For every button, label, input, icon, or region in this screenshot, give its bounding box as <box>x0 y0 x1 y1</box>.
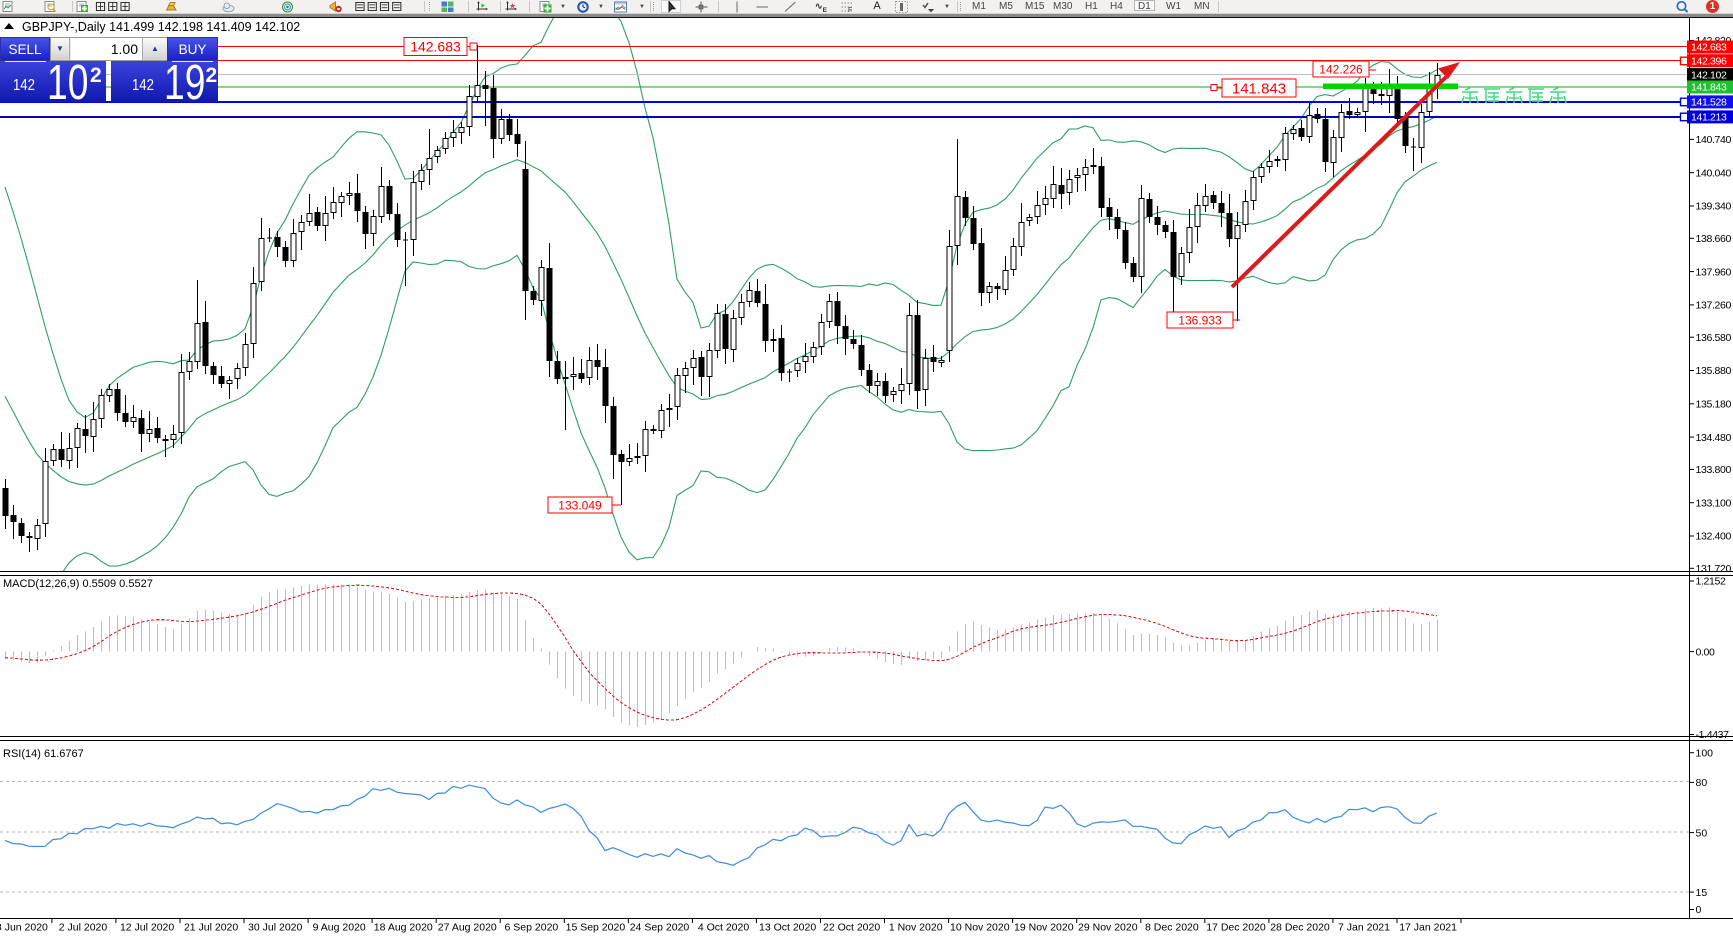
svg-text:19 Nov 2020: 19 Nov 2020 <box>1014 922 1074 934</box>
svg-text:1 Nov 2020: 1 Nov 2020 <box>889 922 943 934</box>
svg-text:135.180: 135.180 <box>1696 399 1732 411</box>
svg-text:50: 50 <box>1696 827 1708 839</box>
svg-text:141.528: 141.528 <box>1691 97 1727 109</box>
svg-text:131.720: 131.720 <box>1696 563 1732 575</box>
svg-text:RSI(14) 61.6767: RSI(14) 61.6767 <box>3 748 84 760</box>
svg-text:142.683: 142.683 <box>1691 42 1727 54</box>
svg-text:137.960: 137.960 <box>1696 266 1732 278</box>
svg-text:29 Nov 2020: 29 Nov 2020 <box>1078 922 1138 934</box>
svg-text:100: 100 <box>1696 747 1714 759</box>
svg-text:18 Aug 2020: 18 Aug 2020 <box>374 922 433 934</box>
svg-text:8 Dec 2020: 8 Dec 2020 <box>1145 922 1199 934</box>
svg-text:136.580: 136.580 <box>1696 332 1732 344</box>
svg-text:141.213: 141.213 <box>1691 112 1727 124</box>
svg-text:142.683: 142.683 <box>410 39 461 55</box>
svg-text:0: 0 <box>1696 904 1702 916</box>
svg-text:15: 15 <box>1696 887 1708 899</box>
svg-text:17 Jan 2021: 17 Jan 2021 <box>1399 922 1457 934</box>
svg-text:138.660: 138.660 <box>1696 233 1732 245</box>
svg-text:141.843: 141.843 <box>1232 80 1286 97</box>
svg-text:133.049: 133.049 <box>558 498 602 512</box>
svg-text:15 Sep 2020: 15 Sep 2020 <box>566 922 626 934</box>
svg-text:6 Sep 2020: 6 Sep 2020 <box>505 922 559 934</box>
svg-text:7 Jan 2021: 7 Jan 2021 <box>1338 922 1390 934</box>
svg-text:F: F <box>848 7 852 13</box>
svg-text:140.040: 140.040 <box>1696 167 1732 179</box>
svg-text:30 Jul 2020: 30 Jul 2020 <box>248 922 302 934</box>
svg-text:140.740: 140.740 <box>1696 134 1732 146</box>
svg-text:9 Aug 2020: 9 Aug 2020 <box>313 922 366 934</box>
svg-text:17 Dec 2020: 17 Dec 2020 <box>1206 922 1266 934</box>
svg-text:0.00: 0.00 <box>1696 646 1716 658</box>
svg-text:132.400: 132.400 <box>1696 531 1732 543</box>
svg-text:23 Jun 2020: 23 Jun 2020 <box>0 922 48 934</box>
svg-text:1.2152: 1.2152 <box>1696 576 1727 588</box>
svg-text:4 Oct 2020: 4 Oct 2020 <box>698 922 750 934</box>
svg-text:24 Sep 2020: 24 Sep 2020 <box>630 922 690 934</box>
svg-text:28 Dec 2020: 28 Dec 2020 <box>1270 922 1330 934</box>
svg-text:134.480: 134.480 <box>1696 432 1732 444</box>
svg-text:MACD(12,26,9) 0.5509 0.5527: MACD(12,26,9) 0.5509 0.5527 <box>3 578 153 590</box>
svg-text:10 Nov 2020: 10 Nov 2020 <box>950 922 1010 934</box>
svg-text:21 Jul 2020: 21 Jul 2020 <box>184 922 238 934</box>
svg-text:142.396: 142.396 <box>1691 55 1727 67</box>
svg-text:-1.4437: -1.4437 <box>1696 729 1730 741</box>
svg-text:12 Jul 2020: 12 Jul 2020 <box>120 922 174 934</box>
svg-text:133.100: 133.100 <box>1696 497 1732 509</box>
svg-text:135.880: 135.880 <box>1696 365 1732 377</box>
svg-text:80: 80 <box>1696 777 1708 789</box>
svg-text:136.933: 136.933 <box>1178 313 1222 327</box>
svg-text:142.102: 142.102 <box>1691 69 1727 81</box>
svg-text:27 Aug 2020: 27 Aug 2020 <box>438 922 497 934</box>
svg-text:137.260: 137.260 <box>1696 300 1732 312</box>
svg-text:142.226: 142.226 <box>1319 62 1363 76</box>
svg-text:13 Oct 2020: 13 Oct 2020 <box>759 922 816 934</box>
svg-text:22 Oct 2020: 22 Oct 2020 <box>823 922 880 934</box>
svg-text:GBPJPY-,Daily 141.499 142.198: GBPJPY-,Daily 141.499 142.198 141.409 14… <box>22 20 300 34</box>
svg-text:133.800: 133.800 <box>1696 464 1732 476</box>
svg-text:2 Jul 2020: 2 Jul 2020 <box>59 922 108 934</box>
svg-text:139.340: 139.340 <box>1696 201 1732 213</box>
svg-text:141.843: 141.843 <box>1691 82 1727 94</box>
